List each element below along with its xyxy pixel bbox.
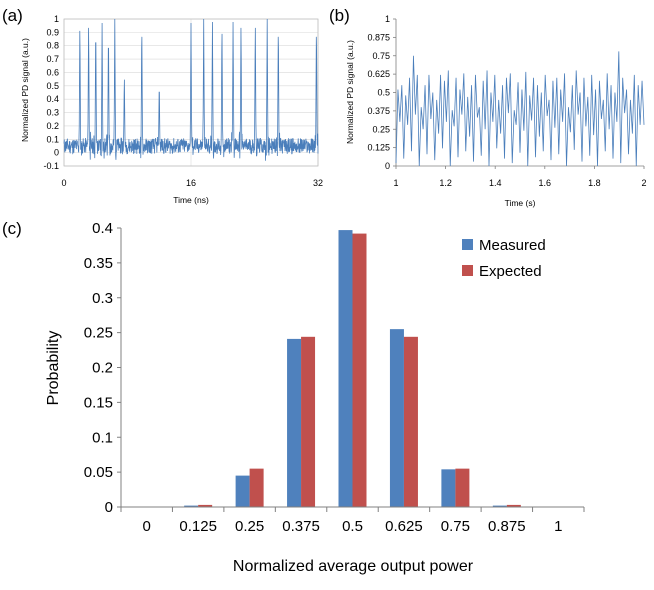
panel-c-bars (184, 230, 521, 507)
panel-b-y-tick-label: 0 (385, 161, 390, 171)
panel-c-y-tick-label: 0.4 (92, 220, 113, 237)
bar-measured-0.125 (184, 505, 199, 507)
panel-b-y-tick-label: 0.625 (367, 69, 390, 79)
panel-b-x-tick-label: 1.6 (539, 178, 552, 188)
bar-expected-0.125 (198, 504, 213, 507)
panel-a-x-tick-label: 32 (313, 178, 323, 188)
panel-c: (c) Probability Normalized average outpu… (2, 219, 585, 575)
panel-a-y-tick-label: 0.4 (46, 94, 59, 104)
panel-a-y-tick-label: 0.6 (46, 67, 59, 77)
panel-a-x-tick-label: 16 (186, 178, 196, 188)
panel-c-x-tick-label: 0.875 (488, 518, 526, 535)
panel-b-x-tick-label: 1.2 (439, 178, 452, 188)
bar-expected-0.875 (506, 504, 521, 507)
panel-c-y-tick-label: 0.35 (84, 255, 113, 272)
legend-swatch-measured (462, 239, 473, 250)
panel-b-y-tick-label: 1 (385, 14, 390, 24)
panel-c-y-tick-label: 0.3 (92, 290, 113, 307)
legend-label-expected: Expected (479, 263, 542, 280)
panel-c-ylabel: Probability (45, 331, 62, 406)
panel-c-x-tick-label: 0.5 (342, 518, 363, 535)
panel-a-plot-frame (63, 18, 319, 167)
panel-c-y-tick-label: 0.1 (92, 429, 113, 446)
panel-a: (a) Normalized PD signal (a.u.) Time (ns… (2, 6, 323, 205)
panel-b-x-ticks: 1 1.2 1.4 1.6 1.8 2 (393, 166, 647, 188)
panel-c-x-tick-label: 0.375 (282, 518, 320, 535)
panel-a-label: (a) (2, 6, 23, 25)
panel-c-label: (c) (2, 219, 22, 238)
panel-a-y-tick-label: 0 (54, 148, 59, 158)
bar-measured-0.5 (338, 230, 353, 507)
panel-a-y-ticks: -0.1 0 0.1 0.2 0.3 0.4 0.5 0.6 0.7 0.8 0.9 1 (43, 14, 59, 171)
panel-c-y-tick-label: 0.15 (84, 394, 113, 411)
bar-expected-0.625 (403, 336, 418, 507)
panel-c-x-tick-label: 0 (143, 518, 151, 535)
panel-b-x-tick-label: 1 (393, 178, 398, 188)
panel-b-xlabel: Time (s) (505, 198, 536, 208)
panel-a-y-tick-label: 0.5 (46, 81, 59, 91)
panel-b-y-tick-label: 0.75 (372, 51, 390, 61)
panel-a-x-tick-label: 0 (61, 178, 66, 188)
panel-c-xlabel: Normalized average output power (233, 558, 474, 575)
panel-a-y-tick-label: 0.3 (46, 108, 59, 118)
legend-swatch-expected (462, 265, 473, 276)
panel-b-y-tick-label: 0.125 (367, 143, 390, 153)
panel-a-y-tick-label: 0.9 (46, 27, 59, 37)
panel-a-xlabel: Time (ns) (173, 195, 209, 205)
bar-measured-0.75 (441, 469, 456, 507)
panel-b-y-tick-label: 0.5 (377, 88, 390, 98)
panel-b-x-tick-label: 1.4 (489, 178, 502, 188)
panel-c-x-tick-label: 0.75 (441, 518, 470, 535)
panel-a-y-tick-label: 0.8 (46, 41, 59, 51)
bar-expected-0.375 (301, 336, 316, 507)
legend: Measured Expected (462, 237, 546, 280)
panel-c-y-ticks: 0 0.05 0.1 0.15 0.2 0.25 0.3 0.35 0.4 (84, 220, 121, 516)
panel-c-y-tick-label: 0.05 (84, 464, 113, 481)
bar-expected-0.75 (455, 468, 470, 507)
panel-b-y-ticks: 0 0.125 0.25 0.375 0.5 0.625 0.75 0.875 1 (367, 14, 396, 171)
panel-c-x-tick-label: 1 (554, 518, 562, 535)
panel-c-x-tick-label: 0.25 (235, 518, 264, 535)
bar-expected-0.25 (249, 468, 264, 507)
panel-b-y-tick-label: 0.375 (367, 106, 390, 116)
legend-label-measured: Measured (479, 237, 546, 254)
panel-b-ylabel: Normalized PD signal (a.u.) (345, 40, 355, 144)
panel-b-label: (b) (329, 6, 350, 25)
bar-measured-0.375 (287, 338, 302, 507)
bar-measured-0.875 (492, 505, 507, 507)
panel-c-y-tick-label: 0.2 (92, 360, 113, 377)
panel-c-x-tick-label: 0.125 (179, 518, 217, 535)
bar-measured-0.625 (389, 329, 404, 507)
panel-c-y-tick-label: 0.25 (84, 325, 113, 342)
panel-a-trace (63, 18, 319, 161)
panel-b-y-tick-label: 0.25 (372, 124, 390, 134)
panel-a-ylabel: Normalized PD signal (a.u.) (20, 38, 30, 142)
panel-a-y-tick-label: 0.7 (46, 54, 59, 64)
panel-c-y-tick-label: 0 (105, 499, 113, 516)
bar-expected-0.5 (352, 233, 367, 507)
panel-a-y-tick-label: -0.1 (43, 161, 59, 171)
panel-c-x-ticks: 0 0.125 0.25 0.375 0.5 0.625 0.75 0.875 1 (120, 507, 585, 535)
panel-c-x-tick-label: 0.625 (385, 518, 423, 535)
panel-a-y-tick-label: 0.2 (46, 121, 59, 131)
panel-a-x-ticks: 0 16 32 (61, 178, 323, 188)
panel-a-y-tick-label: 0.1 (46, 134, 59, 144)
panel-b-x-tick-label: 1.8 (588, 178, 601, 188)
panel-b-x-tick-label: 2 (641, 178, 646, 188)
panel-b-trace (395, 51, 645, 167)
panel-a-y-tick-label: 1 (54, 14, 59, 24)
bar-measured-0.25 (235, 475, 250, 507)
panel-b: (b) Normalized PD signal (a.u.) Time (s)… (329, 6, 647, 208)
panel-b-y-tick-label: 0.875 (367, 32, 390, 42)
